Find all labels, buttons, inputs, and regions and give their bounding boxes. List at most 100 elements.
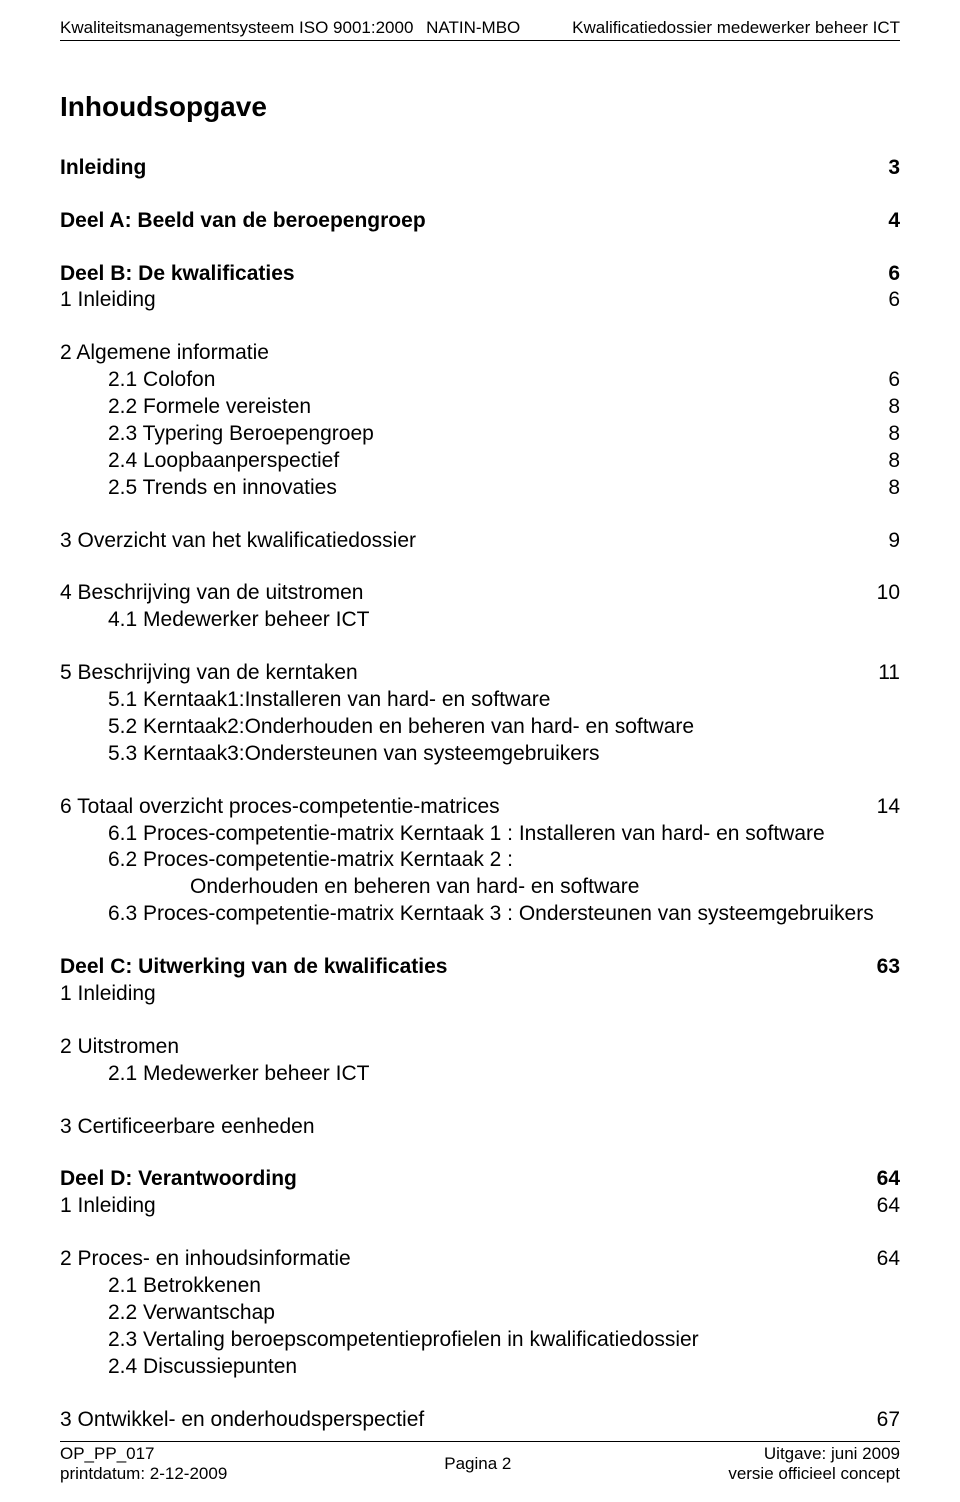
- toc-entry: 3 Certificeerbare eenheden: [60, 1114, 900, 1141]
- toc-label: 5.3 Kerntaak3:Ondersteunen van systeemge…: [108, 741, 900, 768]
- toc-page: 8: [888, 448, 900, 475]
- toc-spacer: [60, 502, 900, 528]
- toc-label: 2.3 Vertaling beroepscompetentieprofiele…: [108, 1327, 900, 1354]
- toc-entry: 2.5 Trends en innovaties8: [60, 475, 900, 502]
- toc-page: 8: [888, 394, 900, 421]
- toc-label: 1 Inleiding: [60, 287, 868, 314]
- toc-entry: 2.1 Medewerker beheer ICT: [60, 1061, 900, 1088]
- toc-entry: 6.1 Proces-competentie-matrix Kerntaak 1…: [60, 821, 900, 848]
- toc-entry: 4.1 Medewerker beheer ICT: [60, 607, 900, 634]
- toc-entry: Inleiding 3: [60, 155, 900, 182]
- toc-page: 6: [888, 367, 900, 394]
- toc-entry: 5.2 Kerntaak2:Onderhouden en beheren van…: [60, 714, 900, 741]
- toc-label: 5 Beschrijving van de kerntaken: [60, 660, 858, 687]
- toc-page: 14: [877, 794, 900, 821]
- toc-entry: 2 Uitstromen: [60, 1034, 900, 1061]
- toc-label: 2 Proces- en inhoudsinformatie: [60, 1246, 857, 1273]
- header-quality-system: Kwaliteitsmanagementsysteem ISO 9001:200…: [60, 18, 413, 37]
- toc-spacer: [60, 314, 900, 340]
- toc-spacer: [60, 554, 900, 580]
- toc-label: 2.1 Medewerker beheer ICT: [108, 1061, 900, 1088]
- toc-entry: 5.3 Kerntaak3:Ondersteunen van systeemge…: [60, 741, 900, 768]
- toc-page: 64: [877, 1246, 900, 1273]
- footer-left: OP_PP_017 printdatum: 2-12-2009: [60, 1444, 227, 1484]
- toc-entry: 2 Proces- en inhoudsinformatie 64: [60, 1246, 900, 1273]
- toc-title: Inhoudsopgave: [60, 89, 900, 125]
- toc-label: 6 Totaal overzicht proces-competentie-ma…: [60, 794, 857, 821]
- toc-label: 2.2 Verwantschap: [108, 1300, 900, 1327]
- toc-spacer: [60, 1381, 900, 1407]
- toc-entry: Deel B: De kwalificaties 6: [60, 261, 900, 288]
- toc-page: 8: [888, 421, 900, 448]
- toc-label: Onderhouden en beheren van hard- en soft…: [190, 874, 900, 901]
- header-left: Kwaliteitsmanagementsysteem ISO 9001:200…: [60, 18, 528, 38]
- toc-entry: 4 Beschrijving van de uitstromen 10: [60, 580, 900, 607]
- toc-entry: 2 Algemene informatie: [60, 340, 900, 367]
- toc-label: 1 Inleiding: [60, 981, 900, 1008]
- toc-spacer: [60, 928, 900, 954]
- toc-page: 67: [877, 1407, 900, 1434]
- toc-label: 3 Ontwikkel- en onderhoudsperspectief: [60, 1407, 857, 1434]
- toc-entry: 2.2 Formele vereisten 8: [60, 394, 900, 421]
- toc-entry: 2.4 Discussiepunten: [60, 1354, 900, 1381]
- toc-spacer: [60, 182, 900, 208]
- toc-label: 3 Overzicht van het kwalificatiedossier: [60, 528, 868, 555]
- toc-page: 10: [877, 580, 900, 607]
- toc-entry: 2.1 Betrokkenen: [60, 1273, 900, 1300]
- toc-entry: 2.1 Colofon 6: [60, 367, 900, 394]
- footer-right: Uitgave: juni 2009 versie officieel conc…: [728, 1444, 900, 1484]
- toc-page: 63: [877, 954, 900, 981]
- toc-page: 3: [888, 155, 900, 182]
- toc-spacer: [60, 1088, 900, 1114]
- toc-entry: 1 Inleiding: [60, 981, 900, 1008]
- toc-entry: 6 Totaal overzicht proces-competentie-ma…: [60, 794, 900, 821]
- toc-label: Inleiding: [60, 155, 868, 182]
- toc-entry: Onderhouden en beheren van hard- en soft…: [60, 874, 900, 901]
- toc-label: 1 Inleiding: [60, 1193, 857, 1220]
- toc-entry: Deel C: Uitwerking van de kwalificaties 6…: [60, 954, 900, 981]
- toc-label: 4 Beschrijving van de uitstromen: [60, 580, 857, 607]
- toc-label: 2.4 Discussiepunten: [108, 1354, 900, 1381]
- footer-version: versie officieel concept: [728, 1464, 900, 1484]
- footer-print-date: printdatum: 2-12-2009: [60, 1464, 227, 1484]
- toc-entry: 3 Overzicht van het kwalificatiedossier9: [60, 528, 900, 555]
- toc-label: 2.3 Typering Beroepengroep: [108, 421, 868, 448]
- toc-entry: 2.3 Typering Beroepengroep 8: [60, 421, 900, 448]
- page-header: Kwaliteitsmanagementsysteem ISO 9001:200…: [60, 0, 900, 41]
- toc-entry: 2.3 Vertaling beroepscompetentieprofiele…: [60, 1327, 900, 1354]
- toc-label: 2.5 Trends en innovaties: [108, 475, 868, 502]
- toc-label: 3 Certificeerbare eenheden: [60, 1114, 900, 1141]
- toc-label: 2 Uitstromen: [60, 1034, 900, 1061]
- toc-entry: 3 Ontwikkel- en onderhoudsperspectief 67: [60, 1407, 900, 1434]
- toc-label: Deel A: Beeld van de beroepengroep: [60, 208, 868, 235]
- toc-page: 64: [877, 1166, 900, 1193]
- toc-page: 4: [888, 208, 900, 235]
- toc-label: 2.1 Colofon: [108, 367, 868, 394]
- toc-label: 6.3 Proces-competentie-matrix Kerntaak 3…: [108, 901, 900, 928]
- toc-entry: 1 Inleiding64: [60, 1193, 900, 1220]
- toc-label: 4.1 Medewerker beheer ICT: [108, 607, 900, 634]
- toc-body: Inleiding 3 Deel A: Beeld van de beroepeng…: [60, 155, 900, 1434]
- toc-label: Deel C: Uitwerking van de kwalificaties: [60, 954, 857, 981]
- toc-label: Deel D: Verantwoording: [60, 1166, 857, 1193]
- toc-label: 2.4 Loopbaanperspectief: [108, 448, 868, 475]
- toc-label: 6.1 Proces-competentie-matrix Kerntaak 1…: [108, 821, 900, 848]
- toc-label: Deel B: De kwalificaties: [60, 261, 868, 288]
- page-content: Inhoudsopgave Inleiding 3 Deel A: Beeld va…: [0, 41, 960, 1433]
- toc-entry: 1 Inleiding 6: [60, 287, 900, 314]
- toc-entry: 5 Beschrijving van de kerntaken 11: [60, 660, 900, 687]
- header-school: NATIN-MBO: [426, 18, 520, 37]
- toc-entry: Deel D: Verantwoording 64: [60, 1166, 900, 1193]
- toc-spacer: [60, 768, 900, 794]
- toc-entry: 2.4 Loopbaanperspectief 8: [60, 448, 900, 475]
- toc-label: 2.2 Formele vereisten: [108, 394, 868, 421]
- toc-page: 11: [878, 660, 900, 687]
- toc-page: 6: [888, 287, 900, 314]
- toc-entry: Deel A: Beeld van de beroepengroep 4: [60, 208, 900, 235]
- toc-page: 6: [888, 261, 900, 288]
- toc-label: 5.2 Kerntaak2:Onderhouden en beheren van…: [108, 714, 900, 741]
- footer-issue-date: Uitgave: juni 2009: [764, 1444, 900, 1464]
- toc-entry: 6.3 Proces-competentie-matrix Kerntaak 3…: [60, 901, 900, 928]
- footer-page-number: Pagina 2: [444, 1454, 511, 1474]
- toc-spacer: [60, 235, 900, 261]
